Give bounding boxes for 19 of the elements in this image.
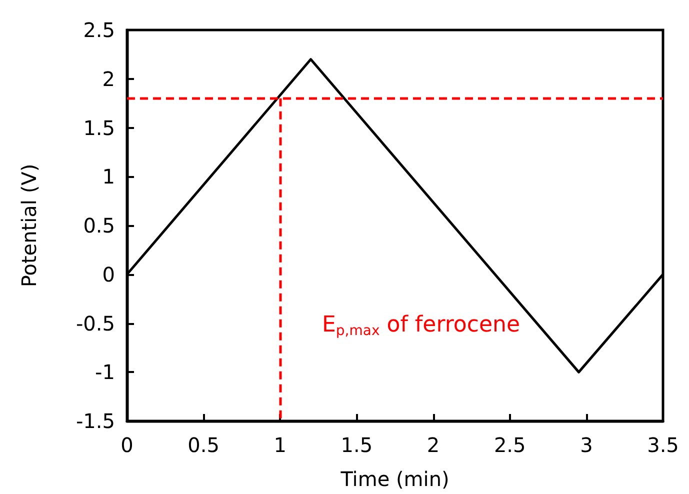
y-axis-title: Potential (V): [17, 164, 41, 288]
y-tick-label: -0.5: [76, 311, 115, 336]
y-tick-label: 2.5: [83, 18, 115, 42]
y-tick-label: -1: [95, 360, 115, 384]
x-tick-label: 3.5: [647, 433, 679, 457]
y-tick-label: 0: [102, 262, 115, 286]
x-axis-title: Time (min): [340, 467, 450, 491]
x-tick-label: 0.5: [188, 433, 220, 457]
x-tick-label: 1.5: [340, 433, 373, 457]
y-tick-label: 1.5: [83, 116, 115, 140]
x-tick-label: 2: [426, 433, 440, 457]
x-tick-label: 2.5: [494, 433, 526, 457]
y-tick-label: 1: [102, 164, 115, 189]
y-tick-label: -1.5: [76, 409, 115, 433]
y-tick-label: 0.5: [83, 214, 115, 238]
y-tick-label: 2: [102, 66, 115, 91]
x-tick-label: 1: [274, 433, 287, 457]
x-tick-label: 0: [120, 433, 134, 457]
x-tick-label: 3: [580, 433, 593, 457]
